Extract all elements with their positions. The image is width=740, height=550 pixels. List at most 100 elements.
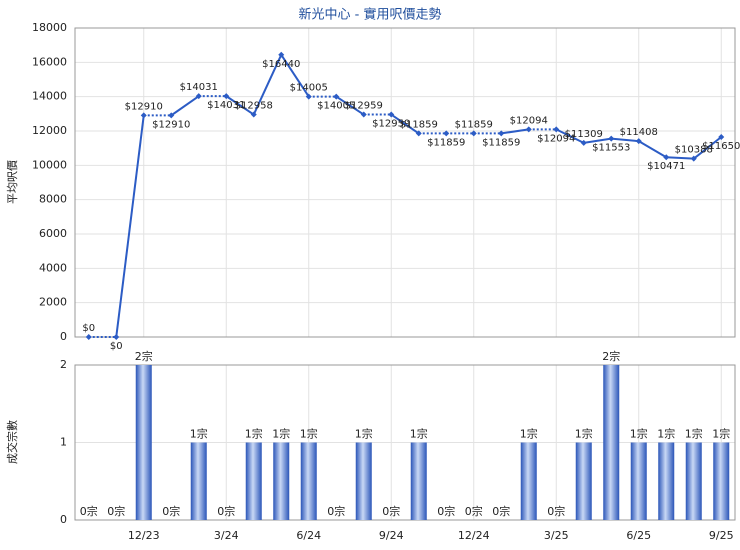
data-label: $12959 [372,119,410,130]
y-tick-label: 2000 [39,296,67,309]
data-label: $11553 [592,143,630,154]
data-label: $12910 [152,119,190,130]
y-tick-label: 16000 [32,55,67,68]
point [470,130,477,137]
bar [713,442,730,520]
data-label: $12094 [510,115,548,126]
data-label: $10471 [647,161,685,172]
data-label: $14005 [317,101,355,112]
data-label: 0宗 [437,504,455,518]
y-tick-label: 18000 [32,21,67,34]
data-label: 0宗 [162,504,180,518]
point [635,138,642,145]
point [195,93,202,100]
data-label: 0宗 [107,504,125,518]
data-label: 0宗 [217,504,235,518]
data-label: 1宗 [630,427,648,441]
y-tick-label: 0 [60,513,67,526]
data-label: 1宗 [272,427,290,441]
x-tick-label: 9/25 [709,529,734,542]
data-label: $12094 [537,133,575,144]
line-segment [390,113,420,135]
line-segment [170,95,200,117]
data-label: $12958 [235,101,273,112]
point [168,112,175,119]
data-label: $14005 [290,83,328,94]
data-label: 1宗 [190,427,208,441]
line-segment [335,95,365,116]
data-label: 1宗 [300,427,318,441]
line-segment [252,54,283,115]
point [223,93,230,100]
y-tick-label: 0 [60,330,67,343]
data-label: $0 [110,341,123,352]
data-label: 1宗 [355,427,373,441]
y-tick-label: 8000 [39,193,67,206]
data-label: $12959 [345,101,383,112]
point [250,111,257,118]
line-segment [583,137,612,144]
line-segment [115,115,145,338]
bar [135,365,152,520]
point [305,93,312,100]
data-label: 1宗 [520,427,538,441]
y-tick-label: 14000 [32,90,67,103]
data-label: 0宗 [80,504,98,518]
data-label: 0宗 [465,504,483,518]
y-tick-label: 10000 [32,158,67,171]
data-label: $11859 [427,137,465,148]
plot-frame [74,364,736,521]
bar [658,442,675,520]
point [718,134,725,141]
bar [685,442,702,520]
data-label: 1宗 [410,427,428,441]
point [443,130,450,137]
y-axis-label: 成交宗數 [5,420,19,464]
chart-title: 新光中心 - 實用呎價走勢 [299,7,442,23]
bar [273,442,290,520]
x-tick-label: 6/24 [296,529,321,542]
data-label: 1宗 [657,427,675,441]
x-tick-label: 3/25 [544,529,569,542]
y-tick-label: 4000 [39,261,67,274]
line-segment [666,156,694,160]
point [498,130,505,137]
line-segment [225,95,255,116]
plot-frame [74,27,736,338]
data-label: $12910 [125,101,163,112]
data-label: 2宗 [135,349,153,363]
point [85,334,92,340]
point [360,111,367,118]
y-axis-label: 平均呎價 [5,160,19,204]
x-tick-label: 6/25 [626,529,651,542]
bar [190,442,207,520]
data-label: 0宗 [492,504,510,518]
point [525,126,532,133]
bar [410,442,427,520]
y-tick-label: 6000 [39,227,67,240]
data-label: $14031 [180,82,218,93]
data-label: $10388 [675,145,713,156]
line-segment [501,128,529,135]
point [690,155,697,162]
bar [300,442,317,520]
data-label: 2宗 [602,349,620,363]
bar [630,442,647,520]
bar [603,365,620,520]
data-label: $11859 [482,137,520,148]
line-segment [555,128,585,144]
data-label: 1宗 [712,427,730,441]
y-tick-label: 12000 [32,124,67,137]
data-label: $0 [82,323,95,334]
point [608,135,615,142]
point [333,93,340,100]
x-tick-label: 9/24 [379,529,404,542]
x-tick-label: 12/23 [128,529,160,542]
point [278,51,285,58]
line-segment [693,136,722,160]
point [113,334,120,340]
bar [520,442,537,520]
point [140,112,147,119]
